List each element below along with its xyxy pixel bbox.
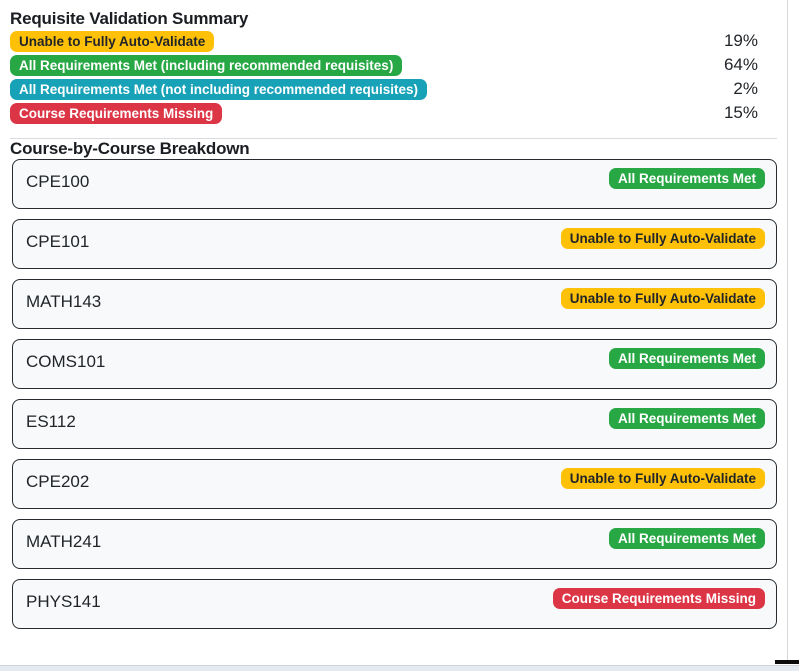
course-code: PHYS141 [26, 592, 101, 611]
course-code: ES112 [26, 412, 76, 431]
summary-section: Requisite Validation Summary Unable to F… [10, 9, 777, 125]
course-status-badge: Unable to Fully Auto-Validate [560, 288, 765, 309]
summary-row: Course Requirements Missing 15% [10, 101, 758, 125]
section-divider [10, 138, 777, 139]
summary-legend: Unable to Fully Auto-Validate 19% All Re… [10, 29, 758, 125]
course-card[interactable]: MATH143 Unable to Fully Auto-Validate [12, 279, 777, 329]
breakdown-section: Course-by-Course Breakdown CPE100 All Re… [10, 139, 777, 629]
course-card[interactable]: PHYS141 Course Requirements Missing [12, 579, 777, 629]
bottom-strip [0, 665, 799, 671]
course-status-badge: Unable to Fully Auto-Validate [560, 228, 765, 249]
course-card[interactable]: ES112 All Requirements Met [12, 399, 777, 449]
course-card[interactable]: CPE202 Unable to Fully Auto-Validate [12, 459, 777, 509]
status-badge-unable: Unable to Fully Auto-Validate [10, 30, 215, 52]
summary-row: Unable to Fully Auto-Validate 19% [10, 29, 758, 53]
course-code: MATH143 [26, 292, 102, 311]
summary-row: All Requirements Met (including recommen… [10, 53, 758, 77]
course-code: CPE202 [26, 472, 90, 491]
summary-row: All Requirements Met (not including reco… [10, 77, 758, 101]
percent-value: 64% [723, 55, 758, 74]
course-status-badge: Course Requirements Missing [552, 588, 765, 609]
course-code: COMS101 [26, 352, 106, 371]
course-status-badge: All Requirements Met [608, 528, 765, 549]
window-edge [775, 660, 799, 664]
summary-title: Requisite Validation Summary [10, 9, 249, 28]
course-card[interactable]: CPE101 Unable to Fully Auto-Validate [12, 219, 777, 269]
right-edge-divider [787, 0, 788, 660]
percent-value: 19% [723, 31, 758, 50]
course-code: CPE100 [26, 172, 90, 191]
course-status-badge: All Requirements Met [608, 168, 765, 189]
percent-value: 15% [723, 103, 758, 122]
status-badge-missing: Course Requirements Missing [10, 102, 223, 124]
course-code: CPE101 [26, 232, 90, 251]
course-status-badge: Unable to Fully Auto-Validate [560, 468, 765, 489]
status-badge-all-met-not-including: All Requirements Met (not including reco… [10, 78, 428, 100]
breakdown-title: Course-by-Course Breakdown [10, 139, 250, 158]
course-code: MATH241 [26, 532, 102, 551]
course-card[interactable]: CPE100 All Requirements Met [12, 159, 777, 209]
percent-value: 2% [733, 79, 758, 98]
course-status-badge: All Requirements Met [608, 408, 765, 429]
course-list: CPE100 All Requirements Met CPE101 Unabl… [10, 159, 777, 629]
course-card[interactable]: COMS101 All Requirements Met [12, 339, 777, 389]
course-card[interactable]: MATH241 All Requirements Met [12, 519, 777, 569]
status-badge-all-met-including: All Requirements Met (including recommen… [10, 54, 403, 76]
requisite-validation-panel: Requisite Validation Summary Unable to F… [10, 9, 777, 629]
course-status-badge: All Requirements Met [608, 348, 765, 369]
